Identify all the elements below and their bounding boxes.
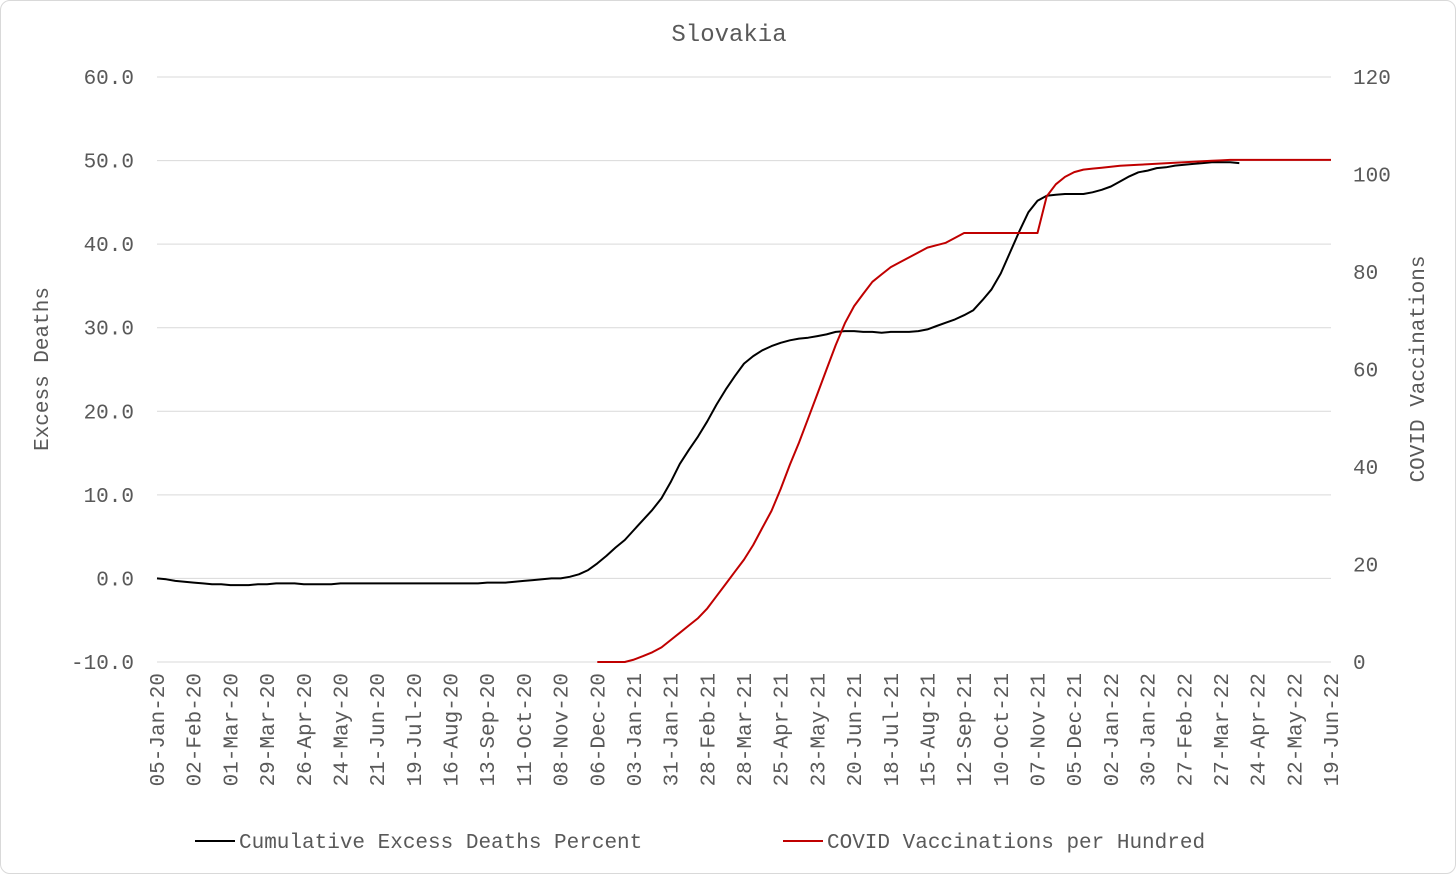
x-tick-label: 13-Sep-20 bbox=[478, 673, 501, 786]
series-line-vaccinations bbox=[597, 158, 1331, 663]
x-tick-label: 02-Jan-22 bbox=[1102, 673, 1125, 786]
y-axis-right-ticks: 0 20 40 60 80 100 120 bbox=[1353, 68, 1391, 676]
x-tick-label: 16-Aug-20 bbox=[442, 673, 465, 786]
x-tick-label: 05-Jan-20 bbox=[148, 673, 171, 786]
y2-tick-label: 0 bbox=[1353, 653, 1366, 676]
y2-tick-label: 100 bbox=[1353, 166, 1391, 189]
x-tick-label: 26-Apr-20 bbox=[295, 673, 318, 786]
x-tick-label: 03-Jan-21 bbox=[625, 673, 648, 786]
x-tick-label: 29-Mar-20 bbox=[258, 673, 281, 786]
y2-tick-label: 40 bbox=[1353, 458, 1378, 481]
x-axis-ticks: 05-Jan-20 02-Feb-20 01-Mar-20 29-Mar-20 26-A… bbox=[148, 673, 1345, 786]
y-tick-label: -10.0 bbox=[71, 653, 134, 676]
x-tick-label: 24-Apr-22 bbox=[1249, 673, 1272, 786]
x-tick-label: 27-Feb-22 bbox=[1175, 673, 1198, 786]
y-tick-label: 50.0 bbox=[84, 152, 134, 175]
x-tick-label: 19-Jul-20 bbox=[405, 673, 428, 786]
chart-title: Slovakia bbox=[671, 22, 786, 49]
legend-label-vaccinations: COVID Vaccinations per Hundred bbox=[827, 832, 1205, 855]
x-tick-label: 24-May-20 bbox=[331, 673, 354, 786]
x-tick-label: 23-May-21 bbox=[808, 673, 831, 786]
y-axis-left-label: Excess Deaths bbox=[32, 287, 55, 451]
x-tick-label: 18-Jul-21 bbox=[882, 673, 905, 786]
x-tick-label: 02-Feb-20 bbox=[185, 673, 208, 786]
x-tick-label: 12-Sep-21 bbox=[955, 673, 978, 786]
x-tick-label: 25-Apr-21 bbox=[772, 673, 795, 786]
grid bbox=[157, 76, 1331, 663]
series-line-excess-deaths bbox=[156, 161, 1240, 587]
x-tick-label: 22-May-22 bbox=[1285, 673, 1308, 786]
x-tick-label: 28-Feb-21 bbox=[698, 673, 721, 786]
x-tick-label: 06-Dec-20 bbox=[588, 673, 611, 786]
x-tick-label: 10-Oct-21 bbox=[992, 673, 1015, 786]
x-tick-label: 05-Dec-21 bbox=[1065, 673, 1088, 786]
x-tick-label: 19-Jun-22 bbox=[1322, 673, 1345, 786]
x-tick-label: 08-Nov-20 bbox=[552, 673, 575, 786]
y2-tick-label: 20 bbox=[1353, 556, 1378, 579]
y2-tick-label: 80 bbox=[1353, 263, 1378, 286]
y-tick-label: 30.0 bbox=[84, 319, 134, 342]
y-tick-label: 40.0 bbox=[84, 235, 134, 258]
y-tick-label: 20.0 bbox=[84, 402, 134, 425]
x-tick-label: 28-Mar-21 bbox=[735, 673, 758, 786]
x-tick-label: 21-Jun-20 bbox=[368, 673, 391, 786]
x-tick-label: 31-Jan-21 bbox=[662, 673, 685, 786]
x-tick-label: 01-Mar-20 bbox=[221, 673, 244, 786]
y-tick-label: 0.0 bbox=[96, 569, 134, 592]
legend-label-excess-deaths: Cumulative Excess Deaths Percent bbox=[239, 832, 642, 855]
x-tick-label: 20-Jun-21 bbox=[845, 673, 868, 786]
y-tick-label: 60.0 bbox=[84, 68, 134, 91]
y-tick-label: 10.0 bbox=[84, 486, 134, 509]
x-tick-label: 30-Jan-22 bbox=[1139, 673, 1162, 786]
x-tick-label: 11-Oct-20 bbox=[515, 673, 538, 786]
y2-tick-label: 60 bbox=[1353, 361, 1378, 384]
x-tick-label: 27-Mar-22 bbox=[1212, 673, 1235, 786]
y-axis-left-ticks: -10.0 0.0 10.0 20.0 30.0 40.0 50.0 60.0 bbox=[71, 68, 134, 676]
legend: Cumulative Excess Deaths Percent COVID V… bbox=[195, 832, 1205, 855]
series-layer bbox=[156, 158, 1331, 663]
x-tick-label: 07-Nov-21 bbox=[1029, 673, 1052, 786]
x-tick-label: 15-Aug-21 bbox=[918, 673, 941, 786]
y-axis-right-label: COVID Vaccinations bbox=[1408, 256, 1431, 483]
y2-tick-label: 120 bbox=[1353, 68, 1391, 91]
